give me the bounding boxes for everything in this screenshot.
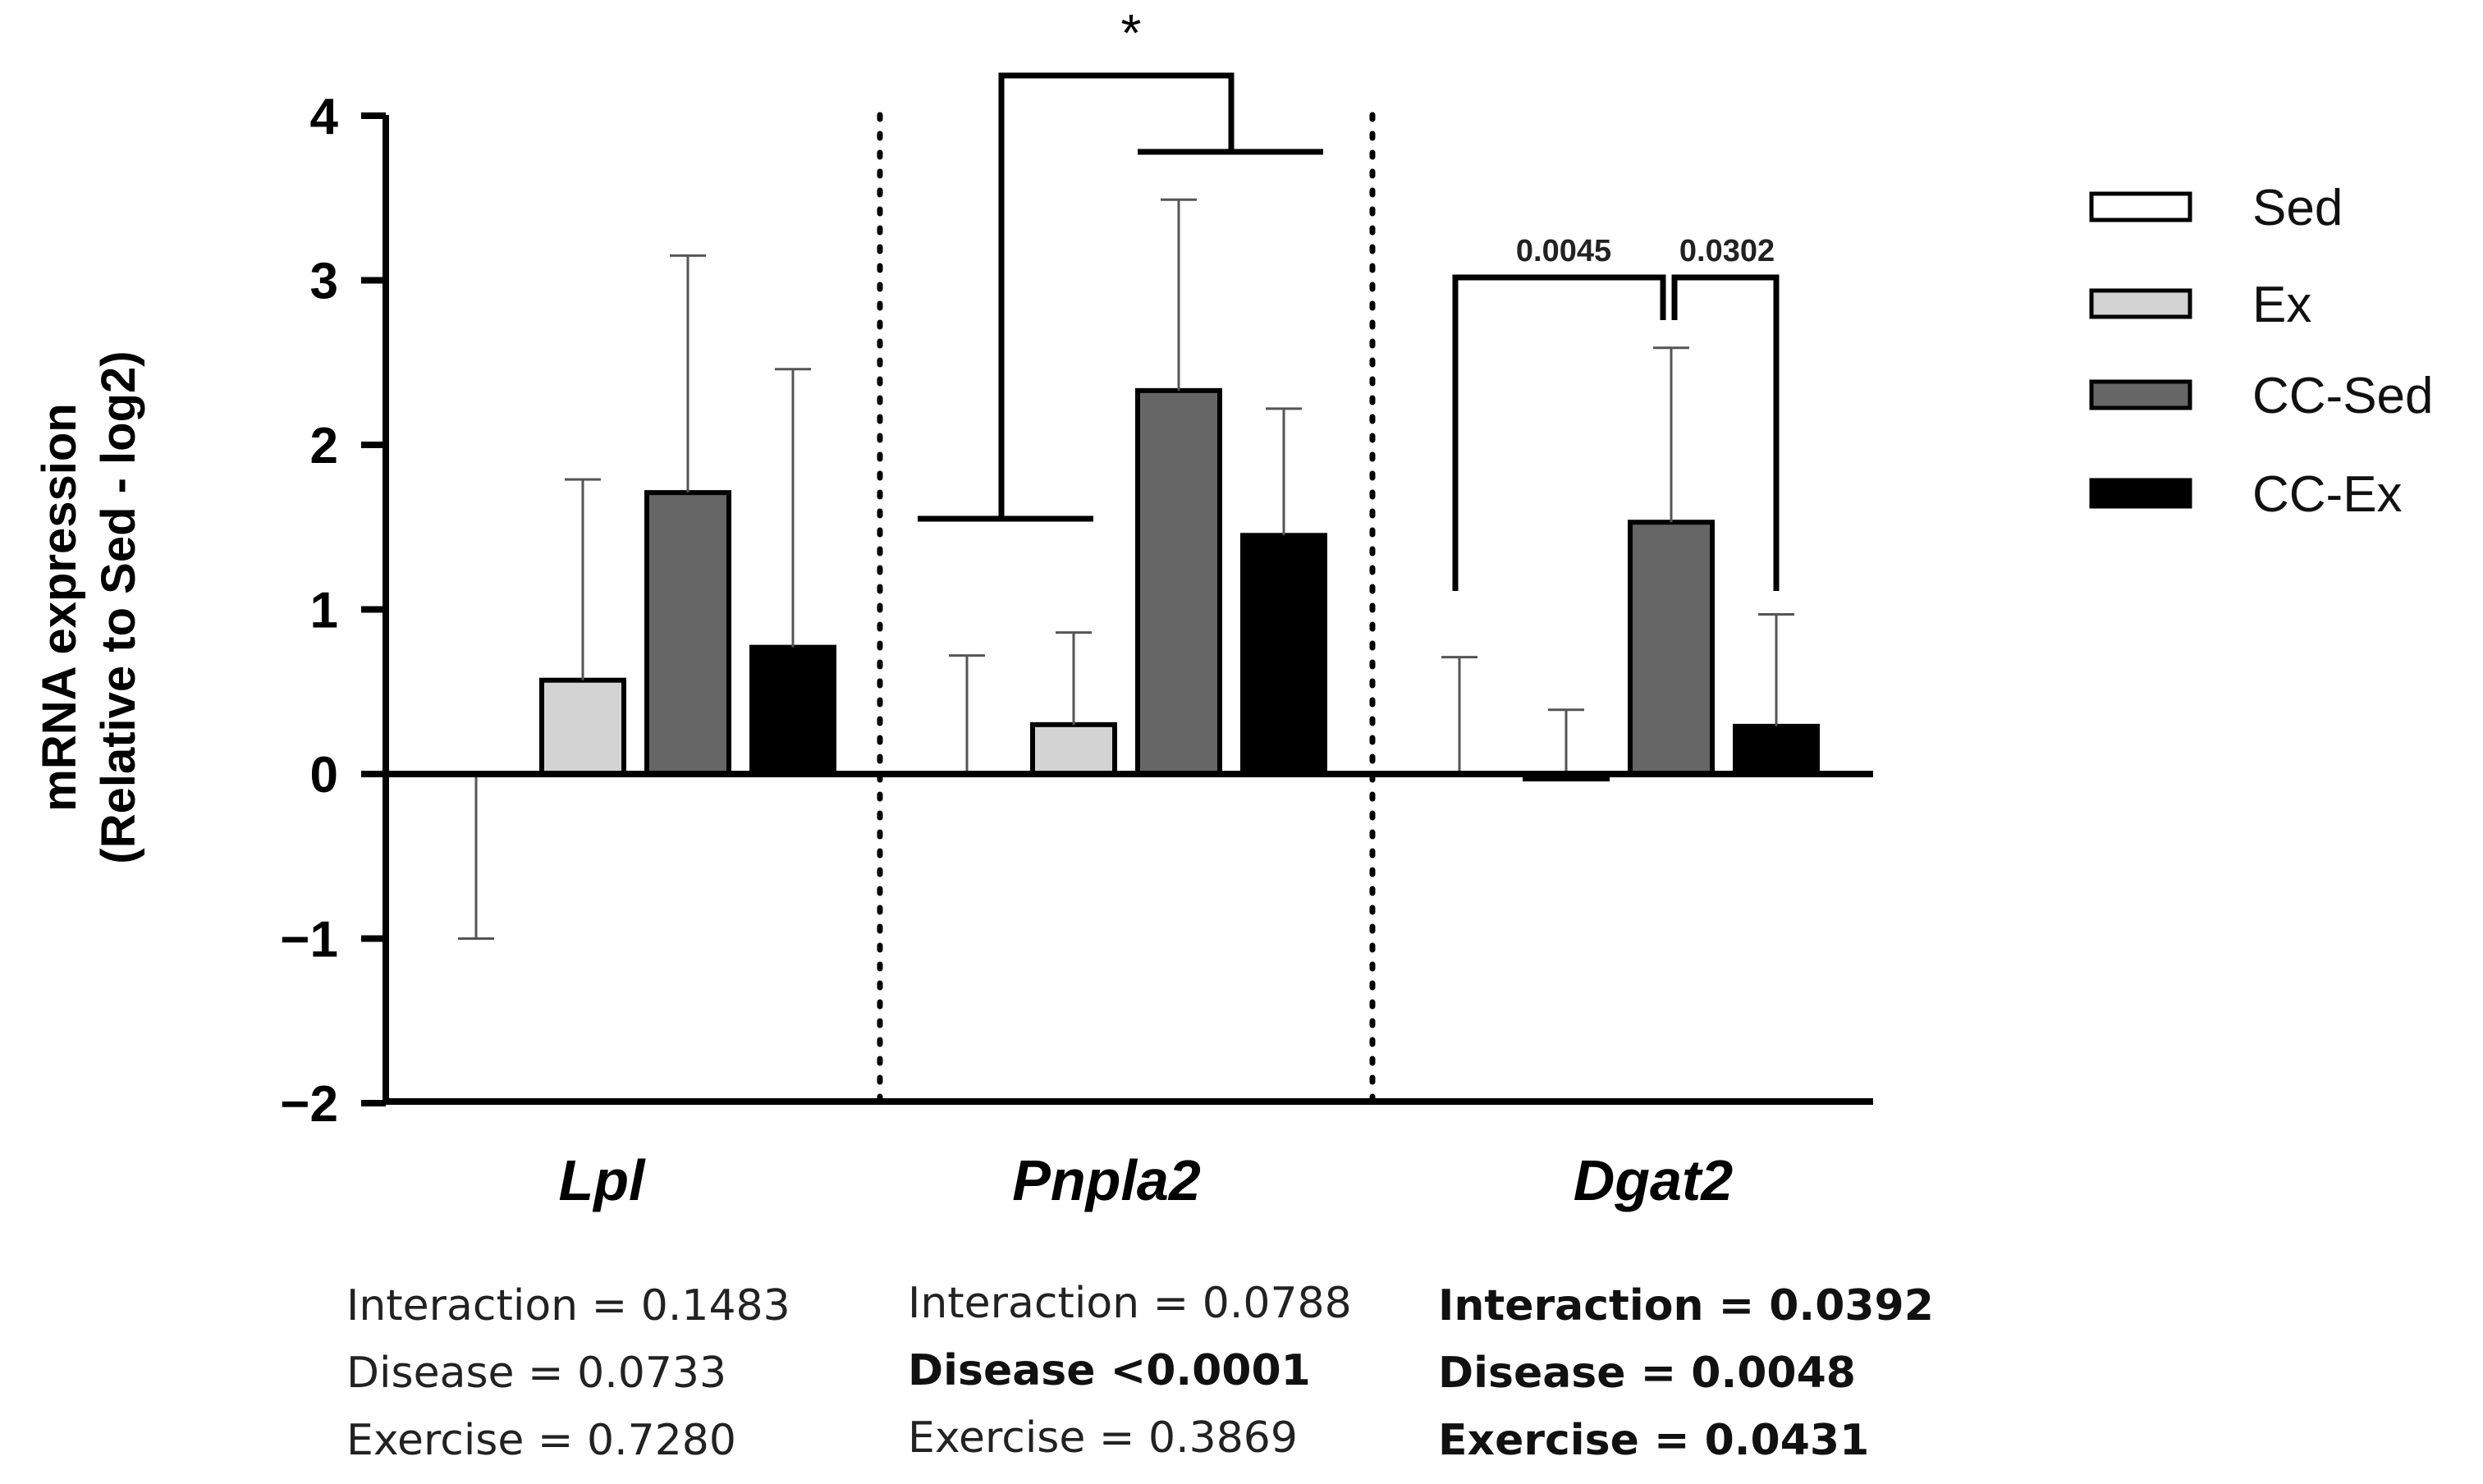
category-label-Dgat2: Dgat2 [1574, 1148, 1734, 1212]
dgat2-exercise: Exercise = 0.0431 [1438, 1416, 1870, 1465]
lpl-disease: Disease = 0.0733 [346, 1349, 727, 1398]
bar-CC-Ex-Lpl [749, 644, 836, 776]
dgat2-stats: Interaction = 0.0392 Disease = 0.0048 Ex… [1438, 1272, 1934, 1474]
pnpla2-stats: Interaction = 0.0788 Disease <0.0001 Exe… [908, 1270, 1352, 1472]
pnpla2-bracket-left [918, 72, 1235, 522]
y-tick-label: 0 [310, 747, 338, 804]
y-tick-label: 4 [310, 89, 339, 145]
bar-CC-Ex-Pnpla2 [1240, 533, 1327, 777]
y-tick-label: 2 [310, 418, 338, 474]
dgat2-disease: Disease = 0.0048 [1438, 1349, 1856, 1398]
bar-CC-Sed-Lpl [644, 490, 731, 777]
y-tick-label: 1 [310, 583, 338, 639]
dgat2-bracket-2 [1671, 274, 1780, 591]
y-tick-label: −2 [280, 1076, 338, 1133]
y-axis-title-line2: (Relative to Sed - log2) [92, 350, 145, 863]
pnpla2-interaction: Interaction = 0.0788 [908, 1279, 1352, 1328]
legend-label-Sed: Sed [2252, 180, 2343, 236]
dgat2-pvalue-2: 0.0302 [1679, 234, 1775, 268]
legend-label-CC-Sed: CC-Sed [2252, 368, 2434, 424]
legend-swatch-Sed [2089, 191, 2192, 222]
lpl-stats: Interaction = 0.1483 Disease = 0.0733 Ex… [346, 1272, 790, 1474]
legend-swatch-Ex [2089, 288, 2192, 319]
dgat2-bracket-1 [1452, 274, 1666, 591]
legend-swatch-CC-Sed [2089, 379, 2192, 410]
lpl-exercise: Exercise = 0.7280 [346, 1416, 736, 1465]
pnpla2-exercise: Exercise = 0.3869 [908, 1413, 1298, 1463]
legend-label-Ex: Ex [2252, 277, 2311, 333]
pnpla2-significance-star: * [1121, 3, 1142, 62]
y-tick-label: −1 [280, 912, 338, 969]
dgat2-interaction: Interaction = 0.0392 [1438, 1281, 1934, 1331]
category-label-Pnpla2: Pnpla2 [1012, 1148, 1201, 1212]
category-label-Lpl: Lpl [559, 1148, 647, 1212]
bar-CC-Sed-Dgat2 [1628, 520, 1715, 776]
legend-label-CC-Ex: CC-Ex [2252, 466, 2403, 523]
y-axis-title-line1: mRNA expression [33, 403, 86, 811]
bar-Ex-Pnpla2 [1030, 721, 1117, 776]
bar-CC-Ex-Dgat2 [1733, 723, 1820, 776]
y-tick-label: 3 [310, 254, 338, 310]
lpl-interaction: Interaction = 0.1483 [346, 1281, 790, 1331]
pnpla2-disease: Disease <0.0001 [908, 1346, 1311, 1395]
bar-CC-Sed-Pnpla2 [1135, 387, 1222, 776]
dgat2-pvalue-1: 0.0045 [1516, 234, 1611, 268]
legend-swatch-CC-Ex [2089, 478, 2192, 509]
bar-Ex-Lpl [539, 677, 626, 777]
